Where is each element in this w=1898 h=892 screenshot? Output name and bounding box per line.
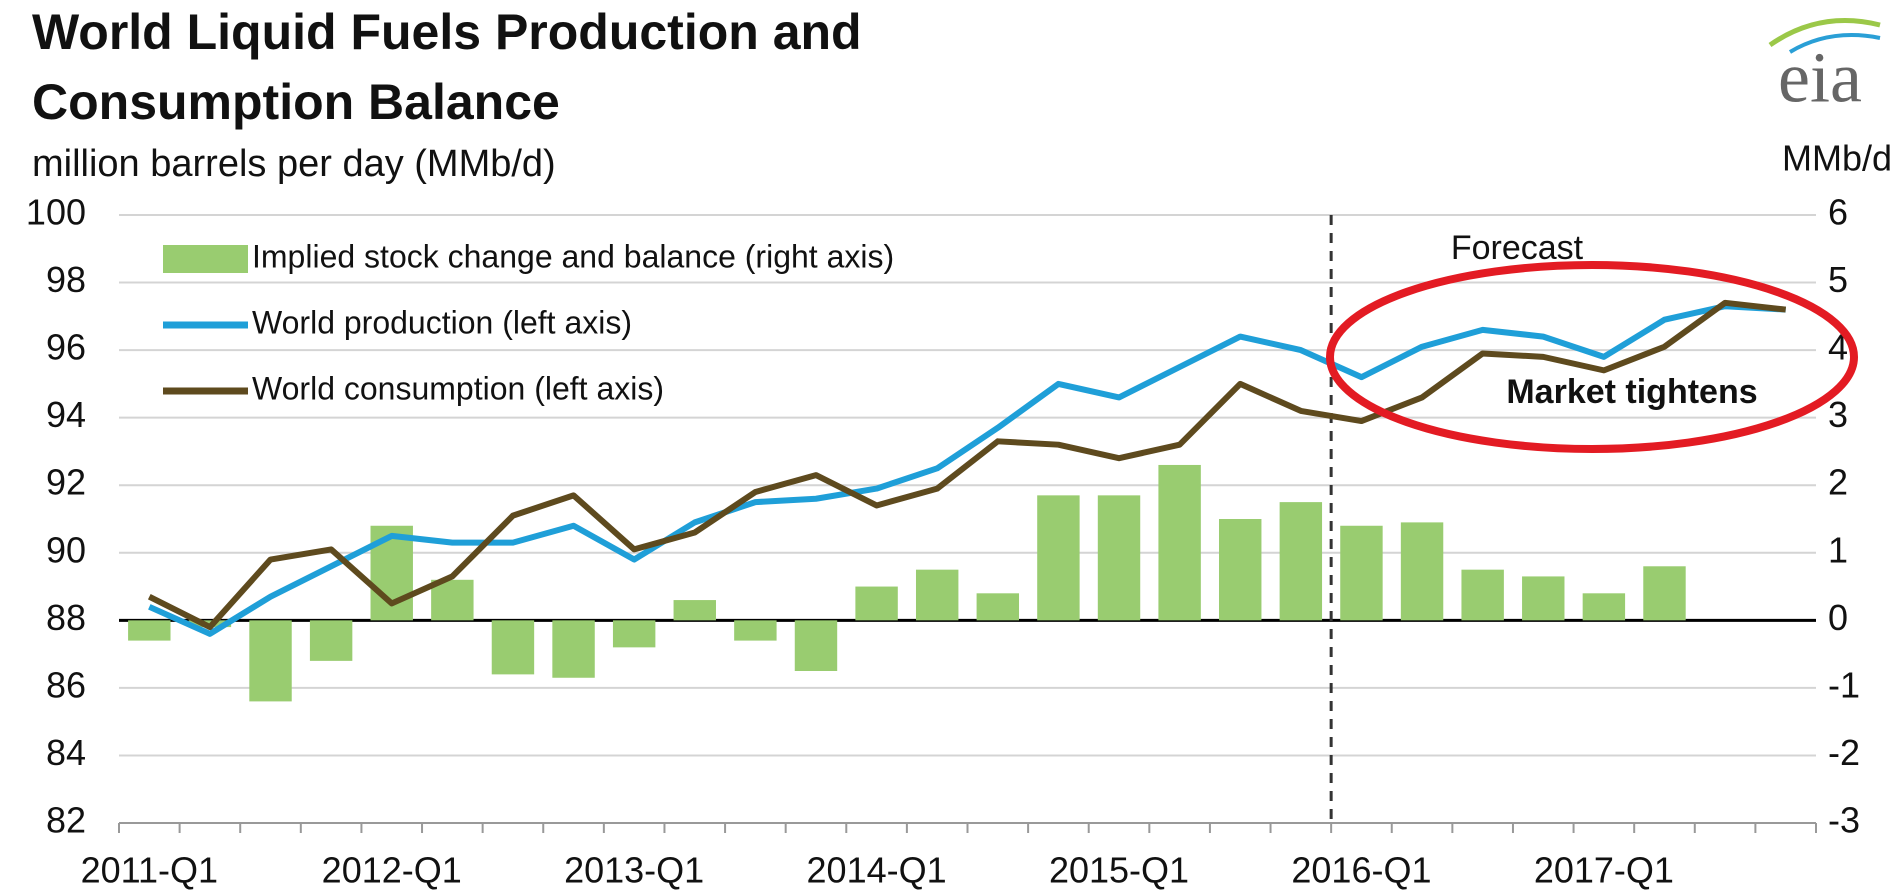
y2-tick-label: 6 — [1828, 192, 1848, 233]
legend-label: World consumption (left axis) — [252, 370, 664, 406]
bar — [1158, 464, 1201, 621]
bar — [976, 593, 1020, 621]
x-tick-label: 2012-Q1 — [322, 850, 462, 891]
y2-tick-label: 1 — [1828, 529, 1848, 570]
bar — [1643, 566, 1686, 621]
bar — [1400, 522, 1444, 621]
bar — [1522, 576, 1565, 621]
annotation: Market tightens — [1506, 373, 1757, 411]
bar — [1097, 495, 1141, 621]
chart-title: World Liquid Fuels Production and — [32, 4, 862, 60]
bar — [1037, 495, 1080, 621]
x-tick-label: 2013-Q1 — [564, 850, 704, 891]
bar — [249, 620, 292, 702]
bar — [1279, 502, 1323, 621]
legend-swatch — [163, 245, 248, 273]
bar — [491, 620, 535, 675]
y-tick-label: 94 — [46, 394, 86, 435]
y2-tick-label: 2 — [1828, 462, 1848, 503]
chart-title: Consumption Balance — [32, 74, 560, 130]
highlight-ellipse — [1326, 261, 1858, 453]
x-tick-label: 2014-Q1 — [807, 850, 947, 891]
bar — [1340, 525, 1383, 621]
bar — [309, 620, 353, 661]
y2-tick-label: -1 — [1828, 664, 1860, 705]
bar — [431, 579, 474, 621]
annotation: Forecast — [1451, 229, 1584, 267]
legend-label: World production (left axis) — [252, 304, 632, 340]
logo: eia — [1778, 38, 1862, 118]
x-tick-label: 2017-Q1 — [1534, 850, 1674, 891]
y2-axis-label: MMb/d — [1782, 138, 1892, 179]
bar — [855, 586, 898, 621]
bar — [794, 620, 838, 671]
logo-arc — [1768, 18, 1881, 48]
bar — [128, 620, 171, 641]
logo-arc — [1788, 33, 1881, 54]
line — [148, 303, 1786, 637]
y2-tick-label: 5 — [1828, 259, 1848, 300]
y-tick-label: 100 — [26, 192, 86, 233]
y-tick-label: 84 — [46, 732, 86, 773]
y2-tick-label: 0 — [1828, 597, 1848, 638]
bar — [1582, 593, 1626, 621]
bar — [1219, 519, 1262, 621]
x-tick-label: 2011-Q1 — [81, 850, 218, 891]
y-tick-label: 98 — [46, 259, 86, 300]
y-tick-label: 88 — [46, 597, 86, 638]
y-tick-label: 86 — [46, 664, 86, 705]
x-tick-label: 2016-Q1 — [1291, 850, 1431, 891]
y2-tick-label: -3 — [1828, 800, 1860, 841]
y2-tick-label: -2 — [1828, 732, 1860, 773]
x-tick-label: 2015-Q1 — [1049, 850, 1189, 891]
subtitle: million barrels per day (MMb/d) — [32, 143, 556, 185]
legend-label: Implied stock change and balance (right … — [252, 238, 894, 274]
line — [147, 299, 1787, 631]
y-tick-label: 82 — [46, 800, 86, 841]
y-tick-label: 90 — [46, 529, 86, 570]
y-tick-label: 92 — [46, 462, 86, 503]
bar — [673, 600, 716, 621]
y2-tick-label: 3 — [1828, 394, 1848, 435]
bar — [915, 569, 959, 621]
bar — [552, 620, 595, 678]
bar — [612, 620, 656, 648]
y-tick-label: 96 — [46, 327, 86, 368]
bar — [734, 620, 777, 641]
bar — [1461, 569, 1504, 621]
